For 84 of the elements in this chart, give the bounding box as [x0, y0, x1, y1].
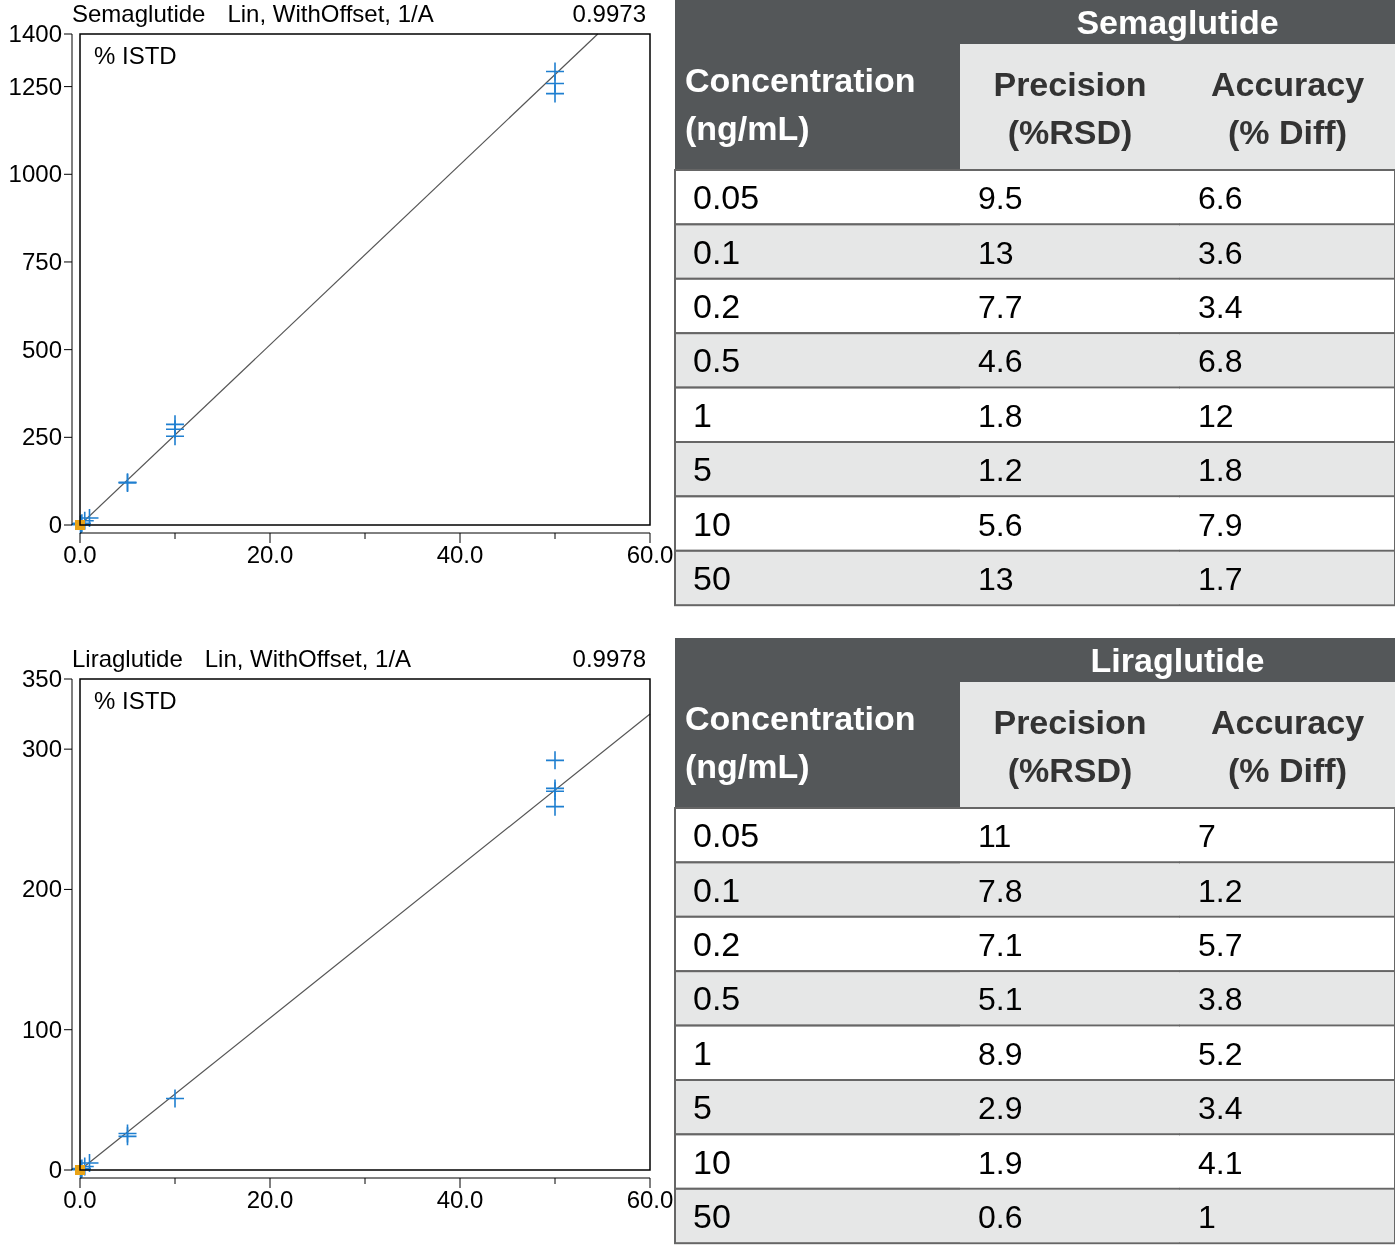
data-label: 3.8	[1198, 981, 1243, 1018]
data-label: 1.8	[978, 397, 1023, 434]
data-label: 9.5	[978, 180, 1023, 217]
data-label: 1.8	[1198, 452, 1243, 489]
chart-title: Semaglutide	[72, 0, 206, 27]
x-tick-label: 20.0	[246, 1186, 294, 1213]
x-tick-label: Precision (%RSD)	[993, 703, 1147, 789]
y-tick-label: 10	[693, 1142, 731, 1181]
data-label: 1	[1198, 1199, 1216, 1235]
data-label: 7	[1198, 818, 1216, 855]
data-label: 12	[1198, 397, 1234, 434]
x-tick-label: 60.0	[626, 541, 674, 568]
y-tick-label: 350	[21, 665, 62, 692]
x-tick-label: 60.0	[626, 1186, 674, 1213]
data-label: 3.4	[1198, 289, 1243, 325]
data-label: 6.8	[1198, 343, 1243, 380]
data-label: 8.9	[978, 1035, 1023, 1072]
y-tick-label: 1	[693, 395, 712, 434]
y-tick-label: 500	[21, 335, 62, 363]
data-label: 1.2	[978, 452, 1023, 489]
data-label: 5.6	[978, 506, 1023, 543]
y-tick-label: 10	[693, 504, 731, 543]
data-label: 2.9	[978, 1090, 1023, 1127]
data-label: 5.7	[1198, 927, 1243, 963]
y-tick-label: 300	[21, 735, 62, 763]
data-label: 5.2	[1198, 1035, 1243, 1072]
data-label: 4.1	[1198, 1144, 1243, 1181]
data-label: 7.7	[978, 289, 1023, 325]
y-tick-label: 0.1	[693, 232, 741, 271]
chart-title: Liraglutide	[1090, 641, 1265, 679]
data-label: 7.1	[978, 927, 1023, 963]
y-axis-title: % ISTD	[94, 42, 177, 69]
y-tick-label: 5	[693, 450, 712, 489]
y-tick-label: 0.1	[693, 870, 741, 909]
data-label: 6.6	[1198, 180, 1243, 217]
y-tick-label: 0.2	[693, 287, 741, 325]
y-axis-title: Concentration (ng/mL)	[685, 61, 916, 147]
data-label: 13	[978, 561, 1014, 597]
y-tick-label: 1250	[8, 72, 62, 100]
text: 0.9973	[572, 0, 646, 27]
y-tick-label: 0	[48, 1156, 62, 1183]
data-label: 0.6	[978, 1199, 1023, 1235]
x-tick-label: 20.0	[246, 541, 294, 568]
y-tick-label: 100	[21, 1015, 62, 1043]
x-tick-label: Accuracy (% Diff)	[1210, 65, 1365, 151]
chart-subtitle: Lin, WithOffset, 1/A	[204, 645, 412, 672]
chart-title: Liraglutide	[72, 645, 183, 672]
data-label: 11	[978, 818, 1012, 855]
data-label: 5.1	[978, 981, 1023, 1018]
data-label: 13	[978, 234, 1014, 271]
data-label: 7.9	[1198, 506, 1243, 543]
y-tick-label: 0	[48, 511, 62, 538]
y-tick-label: 5	[693, 1088, 712, 1127]
y-tick-label: 0.5	[693, 341, 741, 380]
chart-title: Semaglutide	[1076, 3, 1279, 41]
y-tick-label: 50	[693, 559, 731, 597]
data-label: 1.9	[978, 1144, 1023, 1181]
x-tick-label: 40.0	[436, 1186, 484, 1213]
y-axis-title: % ISTD	[94, 687, 177, 714]
y-tick-label: 50	[693, 1197, 731, 1235]
y-tick-label: 0.05	[693, 816, 760, 855]
x-tick-label: Accuracy (% Diff)	[1210, 703, 1365, 789]
y-tick-label: 250	[21, 423, 62, 451]
data-label: 1.7	[1198, 561, 1243, 597]
x-tick-label: Precision (%RSD)	[993, 65, 1147, 151]
y-tick-label: 750	[21, 247, 62, 275]
x-tick-label: 0.0	[63, 541, 97, 568]
y-tick-label: 1000	[8, 160, 62, 188]
y-tick-label: 0.2	[693, 925, 741, 963]
y-axis-title: Concentration (ng/mL)	[685, 699, 916, 785]
y-tick-label: 1400	[8, 20, 62, 47]
chart-subtitle: Lin, WithOffset, 1/A	[227, 0, 434, 27]
data-label: 3.6	[1198, 234, 1243, 271]
data-label: 7.8	[978, 872, 1023, 909]
y-tick-label: 1	[693, 1033, 712, 1072]
y-tick-label: 200	[21, 875, 62, 903]
y-tick-label: 0.5	[693, 979, 741, 1018]
y-tick-label: 0.05	[693, 178, 760, 217]
data-label: 1.2	[1198, 872, 1243, 909]
text: 0.9978	[572, 645, 646, 672]
x-tick-label: 40.0	[436, 541, 484, 568]
x-tick-label: 0.0	[63, 1186, 97, 1213]
data-label: 4.6	[978, 343, 1023, 380]
data-label: 3.4	[1198, 1090, 1243, 1127]
